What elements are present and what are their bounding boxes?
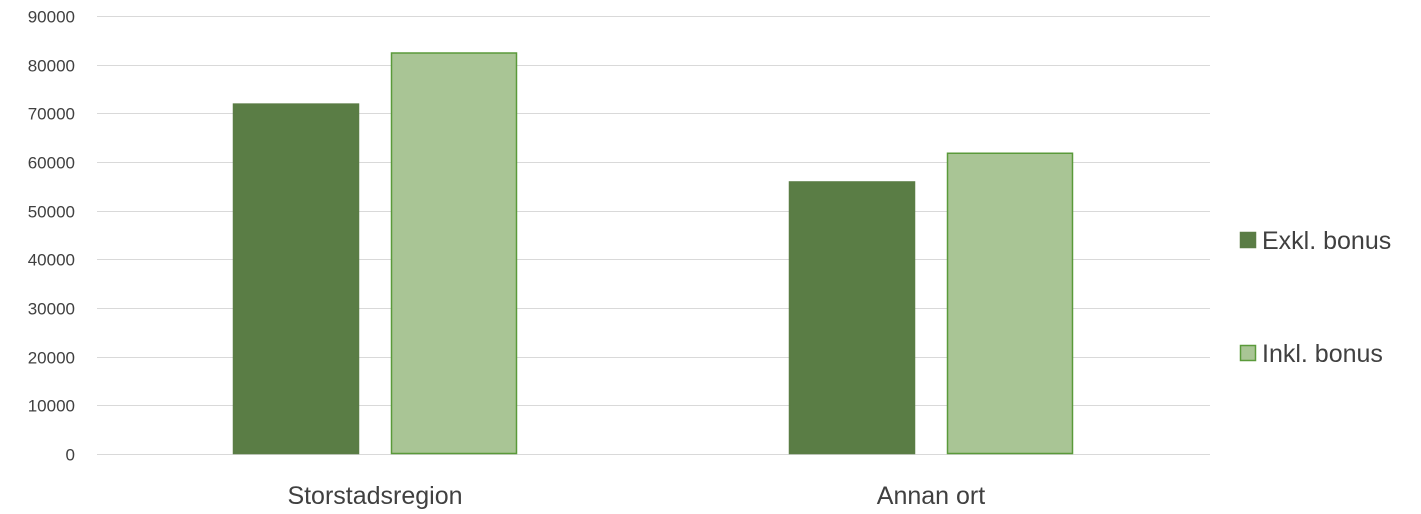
y-tick-label-20000: 20000 — [28, 349, 75, 368]
y-tick-label-90000: 90000 — [28, 8, 75, 27]
bar-inkl-1 — [946, 152, 1074, 455]
bars — [232, 52, 1074, 455]
y-tick-label-50000: 50000 — [28, 203, 75, 222]
x-axis-category-labels: Storstadsregion Annan ort — [287, 482, 985, 510]
y-tick-label-0: 0 — [66, 446, 75, 465]
y-tick-label-60000: 60000 — [28, 154, 75, 173]
category-label-0: Storstadsregion — [287, 482, 462, 510]
y-tick-label-70000: 70000 — [28, 105, 75, 124]
y-tick-label-80000: 80000 — [28, 57, 75, 76]
y-tick-label-10000: 10000 — [28, 397, 75, 416]
legend-swatch-1 — [1239, 344, 1257, 362]
category-label-1: Annan ort — [877, 482, 985, 510]
y-axis-tick-labels: 0 10000 20000 30000 40000 50000 60000 70000 8000… — [28, 8, 75, 465]
legend-swatch-0 — [1239, 231, 1257, 249]
bar-inkl-0 — [390, 52, 518, 455]
y-tick-label-40000: 40000 — [28, 251, 75, 270]
bar-exkl-1 — [788, 181, 916, 455]
bar-exkl-0 — [232, 103, 360, 455]
legend: Exkl. bonus Inkl. bonus — [1239, 227, 1391, 368]
legend-label-0: Exkl. bonus — [1262, 227, 1391, 255]
legend-label-1: Inkl. bonus — [1262, 340, 1383, 368]
y-tick-label-30000: 30000 — [28, 300, 75, 319]
